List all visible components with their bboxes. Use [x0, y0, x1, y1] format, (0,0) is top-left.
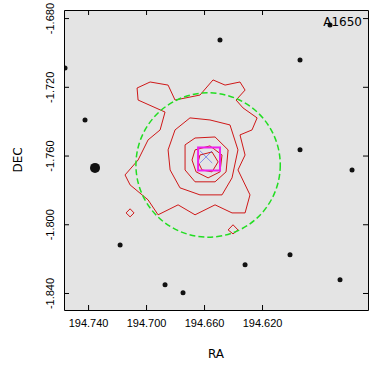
tick-label: -1.680	[44, 3, 56, 34]
x-axis: 194.740 194.700 194.660 194.620	[65, 305, 369, 329]
tick-mark	[146, 10, 147, 15]
star	[163, 282, 168, 287]
tick-mark	[204, 10, 205, 15]
contour	[228, 225, 238, 234]
tick-mark	[363, 18, 368, 19]
tick-mark	[64, 87, 69, 88]
tick-mark	[88, 10, 89, 15]
contour	[185, 137, 228, 182]
contour	[192, 146, 222, 178]
axis-line	[368, 11, 369, 311]
tick: -1.720	[44, 72, 69, 103]
y-axis: -1.840 -1.800 -1.760 -1.720 -1.680	[44, 3, 69, 311]
tick	[88, 10, 89, 15]
star	[243, 262, 248, 267]
chart: 194.740 194.700 194.660 194.620 -1.840 -1.800…	[0, 0, 380, 374]
tick: -1.760	[44, 140, 69, 171]
tick-mark	[204, 305, 205, 310]
tick	[363, 87, 368, 88]
tick: 194.700	[127, 305, 167, 329]
tick-label: -1.800	[44, 209, 56, 240]
tick-mark	[64, 156, 69, 157]
tick-mark	[363, 87, 368, 88]
star	[288, 252, 293, 257]
bcg-box	[198, 147, 220, 170]
tick	[262, 10, 263, 15]
tick-label: -1.720	[44, 72, 56, 103]
tick-mark	[262, 10, 263, 15]
tick-label: 194.660	[185, 317, 225, 329]
tick: 194.660	[185, 305, 225, 329]
tick-mark	[64, 293, 69, 294]
star	[181, 290, 186, 295]
tick-mark	[64, 18, 69, 19]
star	[90, 163, 100, 173]
tick-label: 194.740	[69, 317, 109, 329]
y-axis-right	[363, 11, 369, 311]
tick-mark	[146, 305, 147, 310]
tick	[204, 10, 205, 15]
tick-label: 194.620	[243, 317, 283, 329]
tick: -1.800	[44, 209, 69, 240]
xray-peak	[200, 151, 212, 163]
star	[118, 242, 123, 247]
plot-area	[64, 23, 355, 296]
tick-mark	[88, 305, 89, 310]
title: A1650	[323, 15, 362, 29]
tick: 194.740	[69, 305, 109, 329]
contour	[126, 209, 134, 217]
star	[83, 117, 88, 122]
tick: -1.680	[44, 3, 69, 34]
tick: -1.840	[44, 278, 69, 309]
star	[217, 38, 222, 43]
tick-label: 194.700	[127, 317, 167, 329]
contour	[168, 118, 238, 195]
x-axis-title: RA	[208, 347, 225, 361]
axis-line	[65, 310, 369, 311]
tick-mark	[363, 156, 368, 157]
plot-background	[64, 10, 368, 310]
tick	[363, 293, 368, 294]
tick: 194.620	[243, 305, 283, 329]
tick	[363, 156, 368, 157]
tick	[146, 10, 147, 15]
y-axis-title: DEC	[11, 147, 25, 172]
aperture-circle	[136, 93, 280, 237]
tick-label: -1.840	[44, 278, 56, 309]
tick-label: -1.760	[44, 140, 56, 171]
star	[298, 147, 303, 152]
tick-mark	[64, 224, 69, 225]
tick-mark	[363, 293, 368, 294]
star	[338, 277, 343, 282]
tick-mark	[363, 224, 368, 225]
star	[298, 58, 303, 63]
tick	[363, 224, 368, 225]
axis-line	[65, 10, 369, 11]
star	[350, 167, 355, 172]
tick	[363, 18, 368, 19]
axis-line	[64, 11, 65, 311]
contour	[125, 80, 257, 215]
tick-mark	[262, 305, 263, 310]
